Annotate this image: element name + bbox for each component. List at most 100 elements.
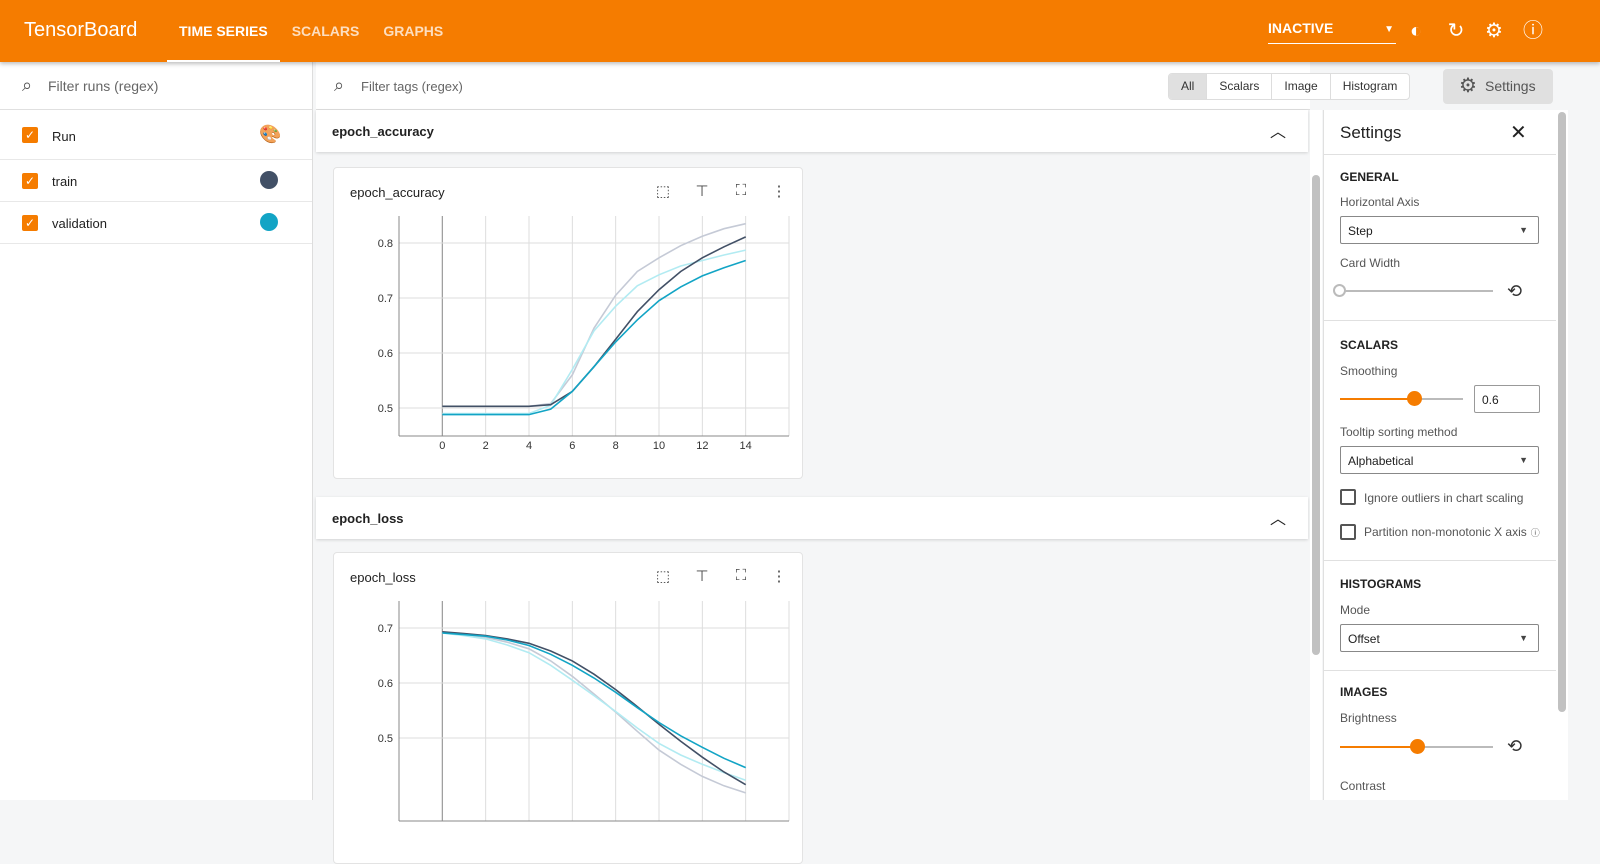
settings-title: Settings (1340, 123, 1402, 142)
y-tick-label: 0.5 (378, 733, 393, 745)
run-checkbox[interactable]: ✓ (22, 173, 38, 189)
section-histograms: HISTOGRAMS (1340, 577, 1422, 591)
filter-all[interactable]: All (1169, 74, 1208, 99)
series-line-validation (442, 632, 747, 769)
filter-histogram[interactable]: Histogram (1342, 79, 1398, 93)
chart-card-accuracy: epoch_accuracy ⬚ ⊤ ⛶ ⋮ 0.5 0.6 0.7 0.8 0 2 4 6 8… (333, 167, 803, 479)
y-tick-label: 0.6 (378, 678, 393, 690)
help-icon[interactable]: ⓘ (1523, 20, 1543, 42)
contrast-label: Contrast (1340, 779, 1386, 793)
reset-icon[interactable]: ⟲ (1507, 281, 1523, 301)
x-tick-label: 12 (696, 440, 708, 452)
more-vert-icon[interactable]: ⋮ (771, 568, 787, 585)
filter-scalars[interactable]: Scalars (1207, 74, 1273, 99)
scrollbar-thumb[interactable] (1312, 175, 1320, 655)
refresh-icon[interactable]: ↻ (1447, 20, 1465, 42)
fit-domain-icon[interactable]: ⬚ (655, 183, 671, 200)
run-row-train[interactable]: ✓ train (0, 160, 312, 202)
card-width-slider[interactable] (1333, 284, 1493, 297)
run-row-validation[interactable]: ✓ validation (0, 202, 312, 244)
main-scrollbar[interactable] (1310, 110, 1322, 800)
smoothing-input[interactable]: 0.6 (1474, 385, 1540, 413)
settings-scrollbar[interactable] (1556, 110, 1568, 800)
tags-toolbar: ⌕ Filter tags (regex) All Scalars Image … (316, 62, 1411, 110)
card-width-label: Card Width (1340, 256, 1401, 270)
tab-time-series[interactable]: TIME SERIES (167, 0, 280, 62)
run-selector-value: INACTIVE (1268, 20, 1334, 36)
divider (1324, 560, 1557, 561)
y-tick-label: 0.5 (378, 403, 393, 415)
series-line-validation-raw (442, 632, 746, 782)
slider-knob[interactable] (1406, 391, 1422, 406)
settings-button[interactable]: ⚙ Settings (1443, 69, 1553, 104)
smoothing-slider[interactable] (1340, 391, 1463, 406)
brightness-slider[interactable] (1340, 739, 1493, 754)
loss-chart[interactable]: 0.5 0.6 0.7 (334, 553, 804, 853)
tab-graphs[interactable]: GRAPHS (383, 23, 444, 39)
group-title: epoch_accuracy (332, 124, 434, 139)
run-selector[interactable]: INACTIVE ▼ (1268, 20, 1396, 44)
chevron-up-icon[interactable]: ︿ (1269, 511, 1286, 528)
fullscreen-icon[interactable]: ⛶ (735, 567, 747, 584)
series-line-train-raw (442, 222, 746, 408)
divider (1324, 154, 1557, 155)
chevron-up-icon[interactable]: ︿ (1269, 124, 1286, 141)
scrollbar-thumb[interactable] (1558, 112, 1566, 712)
group-header-accuracy[interactable]: epoch_accuracy ︿ (316, 110, 1308, 152)
brightness-label: Brightness (1340, 711, 1397, 725)
ignore-outliers-label: Ignore outliers in chart scaling (1364, 491, 1524, 505)
palette-icon[interactable]: 🎨 (259, 124, 282, 144)
x-tick-label: 6 (569, 440, 575, 452)
ignore-outliers-checkbox[interactable] (1340, 489, 1356, 505)
tooltip-sort-select[interactable]: Alphabetical ▼ (1340, 446, 1539, 474)
pin-icon[interactable]: ⊤ (695, 183, 709, 200)
series-line-validation (442, 259, 746, 416)
slider-knob[interactable] (1333, 284, 1346, 297)
chart-card-loss: epoch_loss ⬚ ⊤ ⛶ ⋮ 0.5 0.6 0.7 (333, 552, 803, 864)
run-header-label: Run (52, 129, 76, 144)
select-all-checkbox[interactable]: ✓ (22, 127, 38, 143)
type-filter-group: All Scalars Image Histogram (1168, 73, 1411, 100)
settings-button-label: Settings (1485, 78, 1536, 94)
group-header-loss[interactable]: epoch_loss ︿ (316, 497, 1308, 539)
select-value: Offset (1348, 632, 1380, 646)
main-nav: TIME SERIES SCALARS GRAPHS (167, 0, 455, 62)
run-color-swatch[interactable] (260, 213, 278, 231)
reset-icon[interactable]: ⟲ (1507, 736, 1523, 756)
more-vert-icon[interactable]: ⋮ (771, 183, 787, 200)
close-icon[interactable]: ✕ (1510, 122, 1527, 144)
x-tick-label: 2 (483, 440, 489, 452)
run-color-swatch[interactable] (260, 171, 278, 189)
brightness-icon[interactable]: ◐ (1409, 20, 1423, 42)
gear-icon[interactable]: ⚙ (1485, 20, 1503, 42)
run-name: validation (52, 216, 107, 231)
y-tick-label: 0.7 (378, 623, 393, 635)
settings-panel: Settings ✕ GENERAL Horizontal Axis Step ▼… (1323, 110, 1557, 800)
x-tick-label: 10 (653, 440, 665, 452)
run-checkbox[interactable]: ✓ (22, 215, 38, 231)
partition-checkbox[interactable] (1340, 524, 1356, 540)
app-title: TensorBoard (24, 19, 138, 41)
series-line-train-raw (442, 631, 746, 794)
series-line-train (442, 631, 747, 786)
tab-scalars[interactable]: SCALARS (291, 23, 360, 39)
search-icon: ⌕ (22, 75, 33, 95)
filter-image[interactable]: Image (1272, 74, 1331, 99)
slider-knob[interactable] (1409, 739, 1425, 754)
pin-icon[interactable]: ⊤ (695, 568, 709, 585)
accuracy-chart[interactable]: 0.5 0.6 0.7 0.8 0 2 4 6 8 10 12 14 (334, 168, 804, 468)
partition-row: Partition non-monotonic X axis ⓘ (1364, 525, 1540, 539)
section-images: IMAGES (1340, 685, 1388, 699)
tags-filter-input[interactable]: Filter tags (regex) (361, 79, 463, 94)
card-title: epoch_loss (350, 570, 416, 585)
fit-domain-icon[interactable]: ⬚ (655, 568, 671, 585)
horizontal-axis-select[interactable]: Step ▼ (1340, 216, 1539, 244)
search-icon: ⌕ (334, 75, 345, 95)
fullscreen-icon[interactable]: ⛶ (735, 182, 747, 199)
run-name: train (52, 174, 78, 189)
histogram-mode-select[interactable]: Offset ▼ (1340, 624, 1539, 652)
dropdown-arrow-icon: ▼ (1519, 225, 1528, 235)
info-icon[interactable]: ⓘ (1530, 527, 1540, 538)
runs-filter-input[interactable]: ⌕ Filter runs (regex) (0, 62, 312, 110)
partition-label: Partition non-monotonic X axis (1364, 525, 1527, 539)
